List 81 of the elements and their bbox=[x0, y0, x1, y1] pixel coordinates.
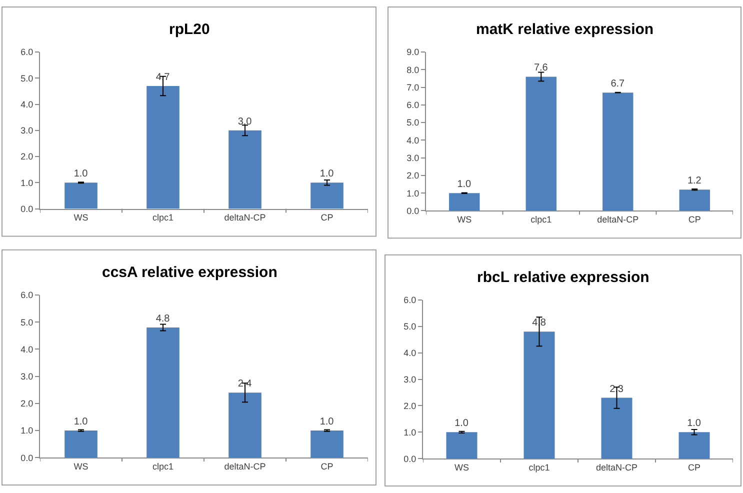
x-tick-label: WS bbox=[454, 462, 469, 472]
chart-title: rbcL relative expression bbox=[477, 269, 650, 286]
y-tick-label: 6.0 bbox=[20, 290, 34, 300]
y-tick-label: 8.0 bbox=[406, 64, 420, 75]
y-tick-label: 5.0 bbox=[20, 73, 34, 84]
data-label: 7.6 bbox=[534, 62, 548, 74]
x-tick-label: clpc1 bbox=[152, 212, 174, 223]
y-tick-label: 3.0 bbox=[20, 371, 34, 382]
bar bbox=[678, 432, 710, 459]
x-tick-label: deltaN-CP bbox=[596, 462, 638, 472]
bar bbox=[601, 398, 632, 459]
data-label: 1.2 bbox=[687, 176, 702, 187]
bar bbox=[228, 130, 262, 209]
data-label: 4.8 bbox=[156, 314, 170, 325]
y-tick-label: 2.0 bbox=[406, 170, 420, 181]
x-tick-label: clpc1 bbox=[528, 462, 550, 472]
y-tick-label: 1.0 bbox=[404, 427, 416, 438]
data-label: 1.0 bbox=[457, 179, 472, 190]
y-tick-label: 4.0 bbox=[20, 99, 34, 110]
data-label: 1.0 bbox=[320, 168, 334, 180]
y-tick-label: 6.0 bbox=[20, 47, 34, 58]
bar bbox=[602, 92, 634, 211]
x-tick-label: clpc1 bbox=[530, 214, 552, 225]
data-label: 1.0 bbox=[74, 416, 88, 428]
bar bbox=[146, 86, 180, 209]
y-tick-label: 9.0 bbox=[406, 47, 420, 58]
x-tick-label: CP bbox=[688, 214, 701, 225]
bar bbox=[64, 182, 98, 209]
data-label: 1.0 bbox=[74, 168, 88, 180]
data-label: 1.0 bbox=[454, 418, 469, 430]
x-tick-label: deltaN-CP bbox=[597, 214, 639, 225]
bar bbox=[446, 432, 478, 459]
x-tick-label: CP bbox=[320, 461, 334, 472]
bar bbox=[524, 332, 555, 459]
y-tick-label: 3.0 bbox=[404, 374, 416, 384]
x-tick-label: clpc1 bbox=[152, 461, 174, 472]
y-tick-label: 6.0 bbox=[406, 100, 420, 110]
x-tick-label: CP bbox=[320, 212, 334, 223]
y-tick-label: 4.0 bbox=[404, 348, 416, 358]
y-tick-label: 1.0 bbox=[20, 426, 34, 436]
y-tick-label: 5.0 bbox=[406, 118, 420, 128]
bar bbox=[449, 193, 480, 211]
y-tick-label: 7.0 bbox=[406, 82, 420, 92]
bar bbox=[526, 76, 556, 211]
bar bbox=[310, 182, 344, 209]
data-label: 1.0 bbox=[320, 416, 334, 428]
y-tick-label: 2.0 bbox=[404, 400, 416, 411]
x-tick-label: deltaN-CP bbox=[224, 212, 266, 223]
data-label: 2.4 bbox=[238, 378, 252, 390]
y-tick-label: 1.0 bbox=[406, 188, 420, 198]
y-tick-label: 4.0 bbox=[20, 344, 34, 354]
bar bbox=[64, 430, 98, 458]
bar bbox=[146, 328, 180, 458]
chart-title: matK relative expression bbox=[476, 21, 654, 38]
data-label: 6.7 bbox=[610, 78, 626, 90]
y-tick-label: 0.0 bbox=[20, 204, 34, 214]
y-tick-label: 4.0 bbox=[406, 135, 420, 146]
x-tick-label: CP bbox=[688, 462, 701, 472]
y-tick-label: 0.0 bbox=[20, 452, 34, 463]
y-tick-label: 6.0 bbox=[404, 295, 416, 306]
bar bbox=[310, 430, 344, 458]
y-tick-label: 2.0 bbox=[20, 398, 34, 409]
y-tick-label: 5.0 bbox=[404, 321, 416, 332]
y-tick-label: 2.0 bbox=[20, 152, 34, 162]
data-label: 1.0 bbox=[687, 418, 702, 430]
data-label: 4.7 bbox=[156, 72, 170, 83]
bar bbox=[679, 190, 710, 211]
x-tick-label: WS bbox=[74, 212, 88, 223]
y-tick-label: 0.0 bbox=[404, 454, 416, 464]
bar bbox=[228, 392, 262, 458]
x-tick-label: WS bbox=[457, 214, 472, 225]
data-label: 3.0 bbox=[238, 116, 252, 128]
y-tick-label: 0.0 bbox=[406, 206, 420, 216]
chart-title: ccsA relative expression bbox=[102, 264, 278, 281]
y-tick-label: 3.0 bbox=[20, 126, 34, 136]
y-tick-label: 1.0 bbox=[20, 178, 34, 188]
y-tick-label: 5.0 bbox=[20, 317, 34, 328]
x-tick-label: WS bbox=[74, 461, 88, 472]
y-tick-label: 3.0 bbox=[406, 152, 420, 163]
chart-title: rpL20 bbox=[169, 21, 210, 38]
x-tick-label: deltaN-CP bbox=[224, 461, 266, 472]
